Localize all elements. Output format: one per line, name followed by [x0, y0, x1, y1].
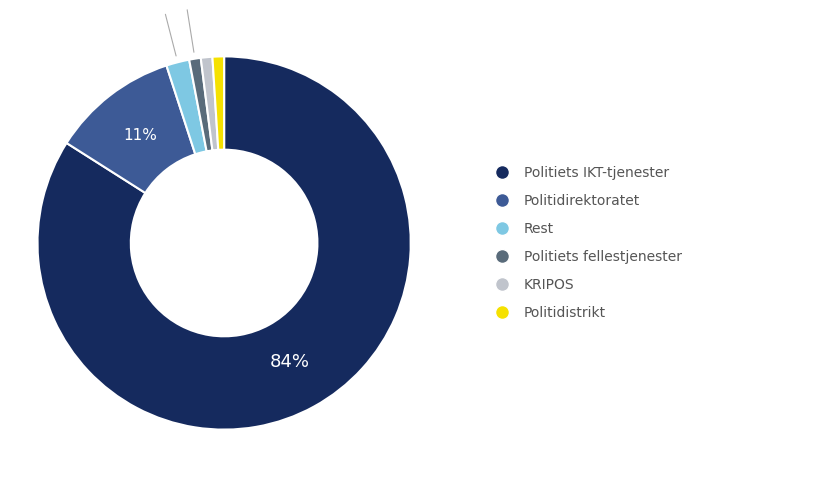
Text: 84%: 84% [270, 353, 310, 371]
Wedge shape [200, 57, 218, 151]
Text: 11%: 11% [124, 128, 157, 143]
Wedge shape [189, 58, 213, 151]
Wedge shape [213, 56, 224, 150]
Legend: Politiets IKT-tjenester, Politidirektoratet, Rest, Politiets fellestjenester, KR: Politiets IKT-tjenester, Politidirektora… [487, 166, 682, 320]
Wedge shape [37, 56, 411, 430]
Wedge shape [67, 66, 196, 193]
Wedge shape [166, 60, 207, 154]
